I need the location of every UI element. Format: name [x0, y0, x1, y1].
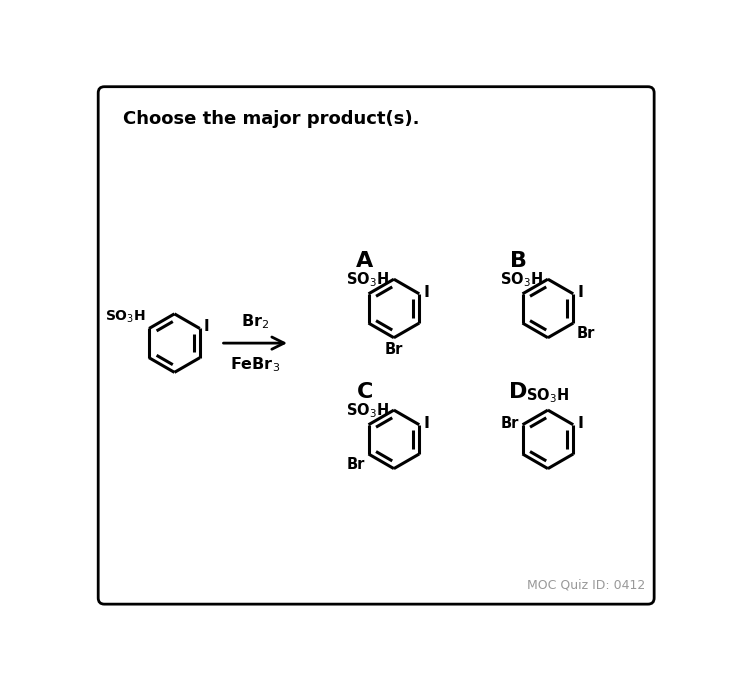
- Text: Br: Br: [385, 342, 403, 357]
- Text: I: I: [578, 416, 584, 431]
- Text: SO$_3$H: SO$_3$H: [346, 270, 388, 289]
- Text: Br: Br: [501, 416, 519, 431]
- Text: A: A: [356, 251, 374, 271]
- Text: C: C: [357, 382, 373, 402]
- Text: SO$_3$H: SO$_3$H: [526, 386, 570, 406]
- Text: SO$_3$H: SO$_3$H: [105, 308, 146, 325]
- Text: MOC Quiz ID: 0412: MOC Quiz ID: 0412: [527, 579, 645, 592]
- Text: Br: Br: [346, 457, 365, 472]
- Text: I: I: [424, 285, 430, 300]
- FancyBboxPatch shape: [98, 87, 654, 604]
- Text: FeBr$_3$: FeBr$_3$: [230, 356, 280, 374]
- Text: Br$_2$: Br$_2$: [241, 312, 269, 331]
- Text: SO$_3$H: SO$_3$H: [346, 402, 388, 420]
- Text: Br: Br: [577, 326, 595, 341]
- Text: I: I: [203, 319, 209, 334]
- Text: Choose the major product(s).: Choose the major product(s).: [123, 110, 419, 128]
- Text: SO$_3$H: SO$_3$H: [500, 270, 542, 289]
- Text: D: D: [509, 382, 528, 402]
- Text: I: I: [424, 416, 430, 431]
- Text: B: B: [510, 251, 527, 271]
- Text: I: I: [578, 285, 584, 300]
